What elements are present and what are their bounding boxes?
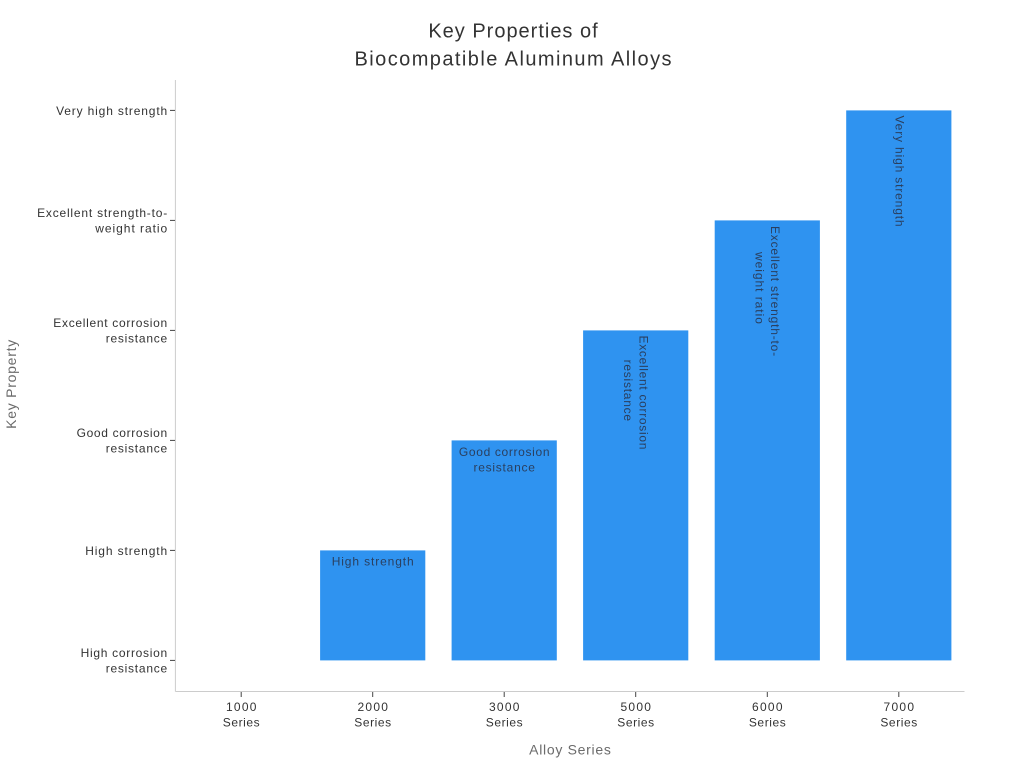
svg-text:Key Properties of: Key Properties of [428,21,598,43]
svg-text:High corrosion: High corrosion [81,646,168,660]
svg-text:7000: 7000 [884,700,915,714]
svg-text:resistance: resistance [106,662,168,676]
svg-text:Series: Series [486,716,523,730]
svg-text:Excellent corrosion: Excellent corrosion [53,316,167,330]
svg-text:resistance: resistance [106,332,168,346]
svg-text:Alloy Series: Alloy Series [529,741,611,757]
svg-text:High strength: High strength [332,555,414,569]
svg-text:weight ratio: weight ratio [94,222,167,236]
svg-text:Very high strength: Very high strength [56,104,167,118]
svg-text:5000: 5000 [620,700,651,714]
svg-text:resistance: resistance [473,461,535,475]
svg-text:Biocompatible Aluminum Alloys: Biocompatible Aluminum Alloys [355,48,672,70]
svg-text:Excellent strength-to-: Excellent strength-to- [768,226,782,356]
svg-text:resistance: resistance [106,442,168,456]
svg-text:3000: 3000 [489,700,520,714]
svg-text:Series: Series [880,716,917,730]
svg-text:Series: Series [354,716,391,730]
svg-text:Series: Series [617,716,654,730]
svg-text:Good corrosion: Good corrosion [459,445,550,459]
svg-text:resistance: resistance [621,360,635,422]
svg-text:Series: Series [749,716,786,730]
svg-text:Key Property: Key Property [3,340,19,429]
svg-text:Excellent strength-to-: Excellent strength-to- [37,206,167,220]
svg-text:Very high strength: Very high strength [892,116,906,227]
svg-text:6000: 6000 [752,700,783,714]
svg-text:Good corrosion: Good corrosion [77,426,168,440]
svg-text:Excellent corrosion: Excellent corrosion [637,336,651,450]
svg-text:Series: Series [223,716,260,730]
svg-text:2000: 2000 [357,700,388,714]
svg-text:High strength: High strength [85,544,167,558]
svg-text:weight ratio: weight ratio [752,251,766,324]
svg-text:1000: 1000 [226,700,257,714]
